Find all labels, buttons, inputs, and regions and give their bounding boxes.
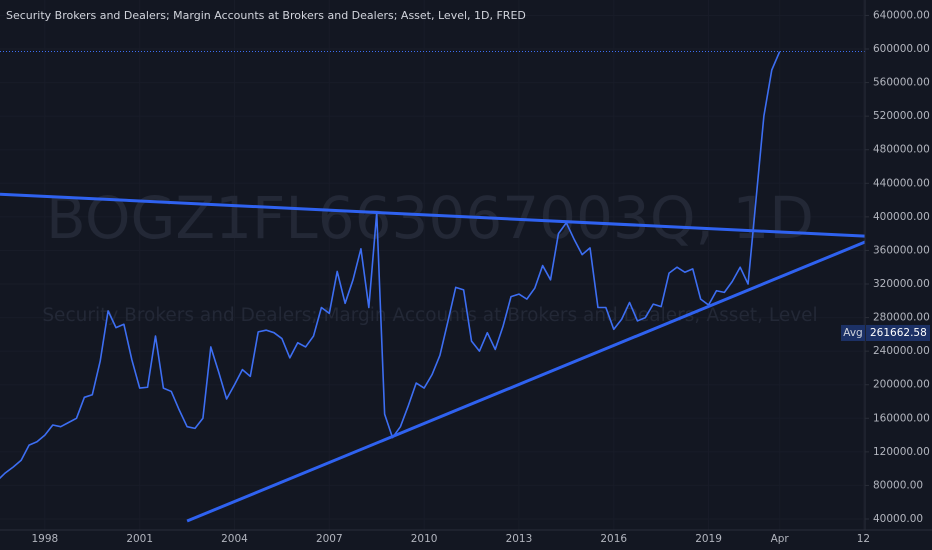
grid — [0, 0, 865, 530]
x-tick-label: 2010 — [411, 533, 438, 545]
x-tick-label: 2016 — [600, 533, 627, 545]
chart-title: Security Brokers and Dealers; Margin Acc… — [6, 9, 526, 22]
y-tick-label: 560000.00 — [873, 77, 930, 89]
y-tick-label: 280000.00 — [873, 312, 930, 324]
avg-tag-box — [841, 324, 865, 341]
y-tick-label: 600000.00 — [873, 43, 930, 55]
y-tick-label: 200000.00 — [873, 379, 930, 391]
x-tick-label: 2019 — [695, 533, 722, 545]
y-tick-label: 160000.00 — [873, 412, 930, 424]
x-tick-label: Apr — [771, 533, 790, 545]
y-tick-label: 80000.00 — [873, 479, 923, 491]
y-tick-label: 120000.00 — [873, 446, 930, 458]
y-tick-label: 480000.00 — [873, 144, 930, 156]
axes: 40000.00 80000.00 120000.00 160000.00 200000… — [32, 9, 930, 545]
y-tick-label: 440000.00 — [873, 177, 930, 189]
y-tick-label: 360000.00 — [873, 244, 930, 256]
y-tick-label: 40000.00 — [873, 513, 923, 525]
trendline — [0, 192, 866, 238]
watermark: BOGZ1FL663067003Q, 1D — [46, 184, 814, 252]
avg-tag-label: Avg — [843, 327, 862, 339]
y-tick-label: 520000.00 — [873, 110, 930, 122]
plot — [0, 51, 866, 523]
y-tick-label: 240000.00 — [873, 345, 930, 357]
x-tick-label: 2013 — [506, 533, 533, 545]
x-tick-label: 2007 — [316, 533, 343, 545]
y-tick-label: 400000.00 — [873, 211, 930, 223]
avg-value-label: 261662.58 — [870, 327, 927, 339]
x-tick-label: 12 — [857, 533, 870, 545]
x-tick-label: 2001 — [126, 533, 153, 545]
y-tick-label: 320000.00 — [873, 278, 930, 290]
trendline — [186, 240, 866, 523]
x-tick-label: 2004 — [221, 533, 248, 545]
avg-value-box — [866, 324, 930, 341]
y-tick-label: 640000.00 — [873, 9, 930, 21]
x-tick-label: 1998 — [32, 533, 59, 545]
watermark-subtitle: Security Brokers and Dealers; Margin Acc… — [42, 305, 817, 326]
series-line — [0, 51, 781, 480]
